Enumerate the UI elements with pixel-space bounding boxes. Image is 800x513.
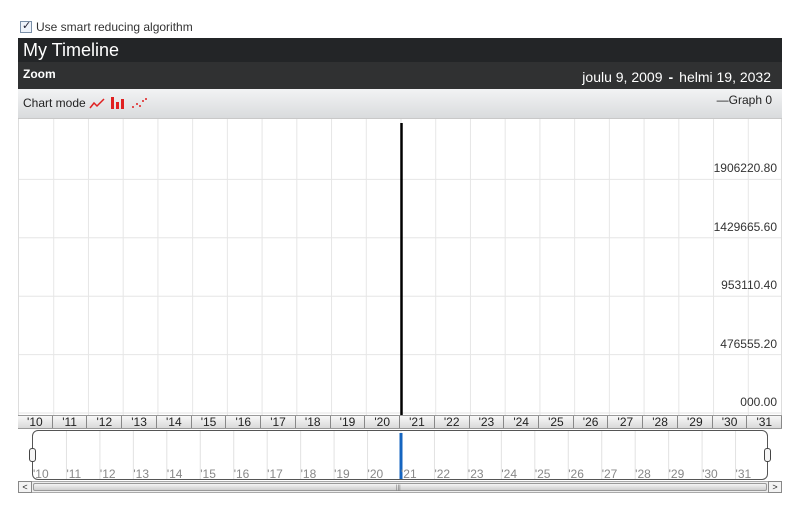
navigator-tick-label: '18	[300, 467, 317, 480]
navigator-tick-label: '30	[702, 467, 718, 480]
navigator-tick-label: '27	[601, 467, 618, 480]
scroll-left-button[interactable]: <	[18, 481, 32, 493]
x-axis: '10'11'12'13'14'15'16'17'18'19'20'21'22 '…	[18, 415, 783, 429]
chart-mode-bar: Chart mode —Graph 0	[18, 89, 782, 119]
x-tick-label: '17	[261, 416, 296, 428]
x-tick-label: '25	[539, 416, 574, 428]
x-tick-label: '24	[504, 416, 540, 428]
navigator-labels: '10 '11 '12 '13 '14 '15 '16 '17 '18 '19 '20 '21 '22 '…	[33, 467, 767, 480]
x-tick-label: '28	[643, 416, 678, 428]
line-mode-icon[interactable]	[89, 97, 105, 109]
scrollbar-thumb[interactable]: |||	[33, 483, 767, 491]
navigator-tick-label: '21	[401, 467, 417, 480]
y-tick-label: 953110.40	[721, 278, 777, 293]
end-date[interactable]: helmi 19, 2032	[679, 69, 771, 85]
chart-grid	[19, 119, 781, 415]
x-tick-label: '31	[747, 416, 783, 428]
navigator-tick-label: '13	[133, 467, 149, 480]
x-tick-label: '20	[365, 416, 401, 428]
y-tick-label: 1906220.80	[713, 161, 777, 176]
navigator-tick-label: '11	[66, 467, 82, 480]
navigator-grid	[65, 431, 737, 479]
navigator-tick-label: '16	[233, 467, 250, 480]
navigator-tick-label: '29	[668, 467, 685, 480]
navigator-tick-label: '20	[367, 467, 384, 480]
range-navigator[interactable]: '10 '11 '12 '13 '14 '15 '16 '17 '18 '19 '20 '21 '22 '…	[32, 430, 768, 480]
chart-mode-label: Chart mode	[23, 96, 86, 110]
x-tick-label: '21	[400, 416, 435, 428]
y-tick-label: 1429665.60	[713, 219, 777, 234]
scatter-mode-icon[interactable]	[131, 97, 147, 109]
x-tick-label: '14	[156, 416, 192, 428]
zoom-label[interactable]: Zoom	[23, 67, 56, 81]
y-axis-labels: 000.00 476555.20 953110.40 1429665.60 190622…	[657, 119, 777, 415]
x-tick-label: '29	[677, 416, 713, 428]
navigator-tick-label: '25	[534, 467, 551, 480]
chart-plot-area[interactable]: 000.00 476555.20 953110.40 1429665.60 190622…	[18, 119, 782, 415]
navigator-right-handle[interactable]	[764, 448, 771, 462]
bar-mode-icon[interactable]	[110, 95, 126, 109]
smart-reducing-option[interactable]: Use smart reducing algorithm	[20, 19, 193, 35]
x-tick-label: '15	[191, 416, 227, 428]
navigator-tick-label: '12	[99, 467, 116, 480]
navigator-left-handle[interactable]	[29, 448, 36, 462]
x-tick-label: '26	[573, 416, 609, 428]
scrollbar-grip-icon: |||	[396, 485, 401, 491]
x-tick-label: '23	[469, 416, 505, 428]
navigator-tick-label: '17	[267, 467, 283, 480]
start-date[interactable]: joulu 9, 2009	[582, 69, 663, 85]
timeline-title: My Timeline	[18, 38, 782, 62]
navigator-tick-label: '19	[334, 467, 350, 480]
x-tick-label: '27	[608, 416, 644, 428]
navigator-tick-label: '26	[568, 467, 584, 480]
navigator-tick-label: '10	[33, 467, 49, 480]
y-tick-label: 476555.20	[720, 336, 777, 351]
zoom-bar: Zoom joulu 9, 2009 - helmi 19, 2032	[18, 62, 782, 89]
legend-graph-0[interactable]: —Graph 0	[716, 93, 772, 107]
chart-mode-icons	[89, 95, 147, 109]
smart-reducing-checkbox[interactable]	[20, 19, 32, 33]
scrollbar[interactable]: < ||| >	[18, 481, 782, 493]
navigator-tick-label: '31	[735, 467, 752, 480]
x-tick-label: '13	[122, 416, 157, 428]
x-tick-label: '12	[87, 416, 123, 428]
navigator-tick-label: '15	[200, 467, 216, 480]
x-tick-label: '30	[712, 416, 748, 428]
x-tick-label: '19	[330, 416, 366, 428]
y-tick-label: 000.00	[740, 395, 777, 409]
date-range: joulu 9, 2009 - helmi 19, 2032	[582, 69, 771, 85]
navigator-tick-label: '14	[166, 467, 183, 480]
navigator-tick-label: '23	[467, 467, 484, 480]
smart-reducing-label: Use smart reducing algorithm	[36, 20, 193, 34]
x-tick-label: '18	[295, 416, 331, 428]
x-tick-label: '11	[52, 416, 88, 428]
navigator-tick-label: '22	[434, 467, 451, 480]
navigator-tick-label: '24	[501, 467, 517, 480]
scroll-right-button[interactable]: >	[768, 481, 782, 493]
date-separator: -	[668, 69, 674, 85]
navigator-tick-label: '28	[635, 467, 651, 480]
x-tick-label: '16	[226, 416, 262, 428]
x-tick-label: '22	[434, 416, 470, 428]
x-tick-label: '10	[18, 416, 53, 428]
